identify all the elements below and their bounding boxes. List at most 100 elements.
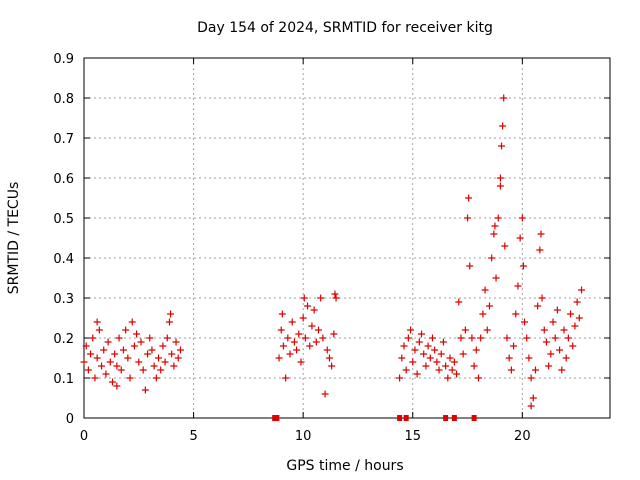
data-point-marker (436, 367, 443, 374)
zero-value-marker (472, 415, 477, 421)
data-point-marker (482, 287, 489, 294)
data-point-marker (506, 355, 513, 362)
data-point-marker (157, 367, 164, 374)
data-point-marker (545, 363, 552, 370)
data-point-marker (484, 327, 491, 334)
data-point-marker (576, 315, 583, 322)
y-tick-labels: 0 0.1 0.2 0.3 0.4 0.5 0.6 0.7 0.8 0.9 (53, 52, 74, 427)
data-point-marker (302, 335, 309, 342)
data-point-marker (498, 143, 505, 150)
data-point-marker (501, 243, 508, 250)
data-point-marker (534, 303, 541, 310)
data-point-marker (455, 299, 462, 306)
data-point-marker (168, 351, 175, 358)
x-tick-label: 5 (189, 429, 197, 444)
data-point-marker (98, 363, 105, 370)
plot-frame (84, 58, 610, 418)
data-point-marker (477, 335, 484, 342)
x-tick-label: 0 (80, 429, 88, 444)
data-point-marker (100, 347, 107, 354)
data-point-marker (317, 295, 324, 302)
data-point-marker (131, 343, 138, 350)
data-point-marker (405, 335, 412, 342)
data-point-marker (300, 315, 307, 322)
zero-value-marker (404, 415, 409, 421)
data-point-marker (508, 367, 515, 374)
data-point-marker (94, 319, 101, 326)
data-point-marker (427, 355, 434, 362)
data-point-marker (173, 339, 180, 346)
zero-value-marker (397, 415, 402, 421)
data-point-marker (574, 299, 581, 306)
data-point-marker (177, 347, 184, 354)
data-point-marker (528, 375, 535, 382)
x-tick-label: 10 (295, 429, 312, 444)
data-point-marker (170, 363, 177, 370)
y-tick-label: 0 (66, 412, 74, 427)
data-point-marker (81, 359, 88, 366)
data-point-marker (276, 355, 283, 362)
data-point-marker (398, 355, 405, 362)
data-point-marker (94, 355, 101, 362)
data-point-marker (142, 387, 149, 394)
data-point-marker (488, 255, 495, 262)
data-point-marker (479, 311, 486, 318)
data-point-marker (500, 95, 507, 102)
x-axis-label: GPS time / hours (286, 458, 403, 474)
data-point-marker (140, 367, 147, 374)
data-point-marker (514, 283, 521, 290)
data-point-marker (453, 371, 460, 378)
data-point-marker (148, 347, 155, 354)
data-point-marker (464, 215, 471, 222)
x-tick-label: 15 (404, 429, 421, 444)
data-point-marker (322, 391, 329, 398)
data-point-marker (137, 339, 144, 346)
data-point-marker (486, 303, 493, 310)
data-point-marker (571, 323, 578, 330)
data-point-marker (523, 335, 530, 342)
zero-value-marker (443, 415, 448, 421)
data-point-marker (468, 335, 475, 342)
data-point-marker (517, 235, 524, 242)
data-point-marker (425, 343, 432, 350)
data-point-marker (497, 175, 504, 182)
data-point-marker (429, 335, 436, 342)
data-point-marker (89, 335, 96, 342)
data-point-marker (475, 375, 482, 382)
data-point-marker (530, 395, 537, 402)
data-point-marker (306, 343, 313, 350)
data-point-marker (301, 295, 308, 302)
data-point-marker (324, 347, 331, 354)
data-point-marker (503, 335, 510, 342)
data-point-marker (493, 275, 500, 282)
data-point-marker (326, 355, 333, 362)
data-point-marker (471, 363, 478, 370)
data-point-marker (525, 355, 532, 362)
data-point-marker (537, 231, 544, 238)
data-point-marker (414, 371, 421, 378)
data-point-marker (490, 231, 497, 238)
data-point-marker (451, 359, 458, 366)
data-point-marker (495, 215, 502, 222)
data-point-marker (431, 347, 438, 354)
data-point-marker (135, 359, 142, 366)
axis-ticks (84, 58, 610, 418)
data-point-marker (560, 327, 567, 334)
data-point-marker (499, 123, 506, 130)
data-point-marker (569, 343, 576, 350)
data-point-marker (520, 263, 527, 270)
data-point-marker (167, 311, 174, 318)
y-tick-label: 0.3 (53, 292, 74, 307)
data-point-marker (289, 319, 296, 326)
data-point-marker (102, 371, 109, 378)
data-point-marker (133, 331, 140, 338)
data-point-marker (409, 359, 416, 366)
data-point-marker (144, 351, 151, 358)
data-point-marker (91, 375, 98, 382)
data-point-marker (331, 291, 338, 298)
data-point-marker (552, 335, 559, 342)
y-axis-label: SRMTID / TECUs (6, 182, 22, 295)
data-point-marker (565, 335, 572, 342)
zero-value-marker (274, 415, 279, 421)
data-point-marker (291, 339, 298, 346)
